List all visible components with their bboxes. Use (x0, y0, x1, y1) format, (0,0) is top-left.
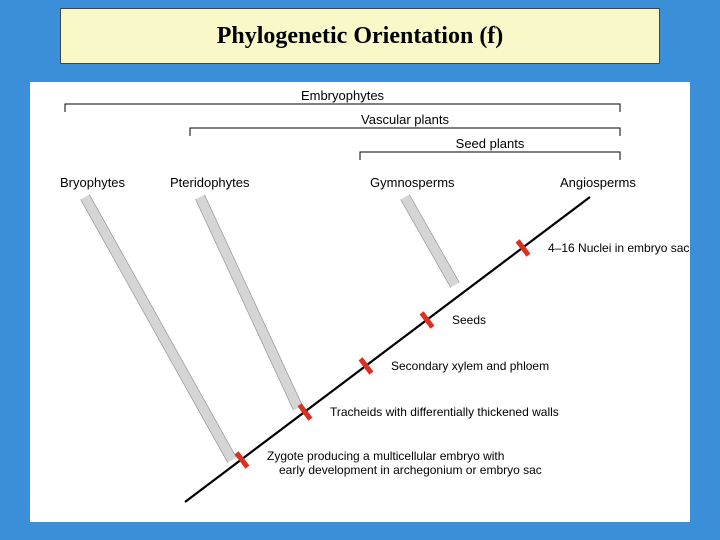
trait-tick (422, 313, 433, 327)
branch-edge (205, 195, 303, 406)
branch-edge (409, 195, 459, 283)
group-label: Embryophytes (301, 88, 385, 103)
tree-svg: Embryophytes Vascular plants Seed plants Br… (30, 82, 690, 522)
trait-tick (518, 241, 529, 255)
branch-edge (195, 199, 293, 410)
branch-edge (401, 199, 451, 287)
group-label: Vascular plants (361, 112, 449, 127)
group-bracket (65, 104, 620, 112)
group-bracket (360, 152, 620, 160)
trait-label: Secondary xylem and phloem (391, 359, 549, 373)
branch-gray (405, 197, 455, 285)
group-bracket (190, 128, 620, 136)
trait-label: Seeds (452, 313, 486, 327)
trait-tick (300, 405, 311, 419)
branch-edge (81, 199, 228, 462)
title-box: Phylogenetic Orientation (f) (60, 8, 660, 64)
taxon-label: Pteridophytes (170, 175, 250, 190)
branch-gray (200, 197, 298, 408)
phylogeny-diagram: Embryophytes Vascular plants Seed plants Br… (30, 82, 690, 522)
trait-label: Tracheids with differentially thickened … (330, 405, 559, 419)
trait-label: Zygote producing a multicellular embryo … (267, 449, 504, 463)
page-title: Phylogenetic Orientation (f) (217, 23, 504, 50)
trait-label: 4–16 Nuclei in embryo sac (548, 241, 689, 255)
taxon-label: Bryophytes (60, 175, 126, 190)
trait-tick (361, 359, 372, 373)
taxon-label: Angiosperms (560, 175, 636, 190)
branch-gray (85, 197, 232, 460)
taxon-label: Gymnosperms (370, 175, 455, 190)
trait-label: early development in archegonium or embr… (279, 463, 542, 477)
group-label: Seed plants (456, 136, 525, 151)
